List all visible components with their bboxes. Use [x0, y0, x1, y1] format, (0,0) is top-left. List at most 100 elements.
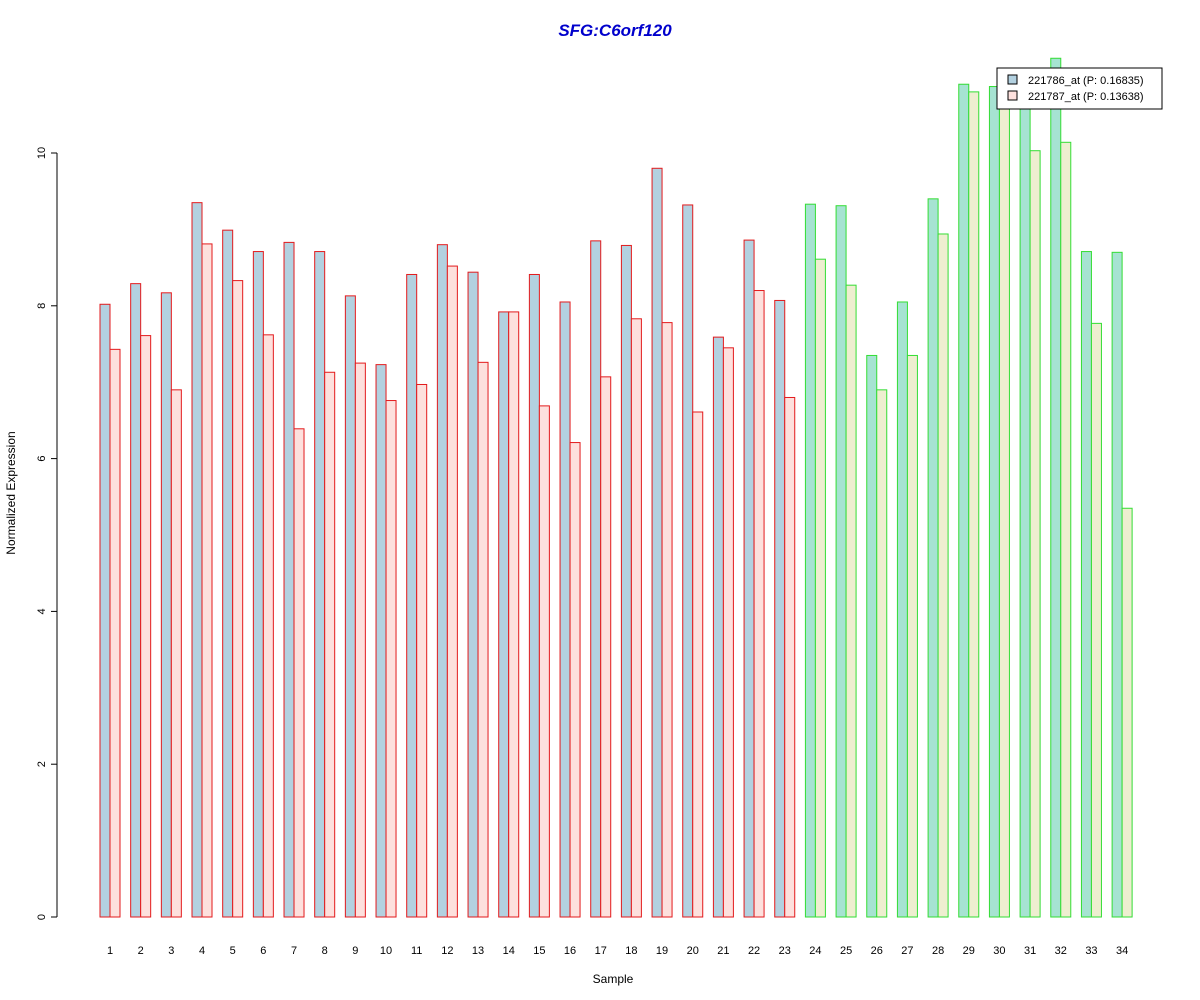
- bar-sample-6-series-2: [262, 334, 274, 918]
- x-tick-label-17: 17: [595, 945, 607, 957]
- x-tick-label-15: 15: [533, 945, 545, 957]
- bar-sample-13-series-1: [467, 271, 479, 918]
- x-tick-label-29: 29: [963, 945, 975, 957]
- legend-swatch-series-2: [1007, 90, 1018, 101]
- bar-sample-27-series-1: [896, 301, 908, 918]
- x-tick-label-25: 25: [840, 945, 852, 957]
- bar-sample-28-series-2: [937, 233, 949, 918]
- bar-sample-24-series-2: [814, 258, 826, 918]
- x-tick-label-18: 18: [625, 945, 637, 957]
- bar-sample-16-series-2: [569, 442, 581, 918]
- bar-sample-8-series-2: [324, 371, 336, 918]
- bar-sample-10-series-2: [385, 400, 397, 918]
- x-tick-label-28: 28: [932, 945, 944, 957]
- bar-sample-5-series-1: [222, 229, 234, 918]
- y-tick-label: 8: [36, 303, 48, 309]
- y-tick-label: 4: [36, 608, 48, 614]
- x-tick-label-27: 27: [901, 945, 913, 957]
- bar-sample-3-series-1: [160, 292, 172, 918]
- bar-sample-8-series-1: [314, 251, 326, 918]
- bar-sample-25-series-1: [835, 205, 847, 918]
- x-tick-label-1: 1: [107, 945, 113, 957]
- bar-sample-21-series-2: [722, 347, 734, 918]
- y-axis-label: Normalized Expression: [4, 431, 18, 554]
- bar-sample-23-series-2: [784, 396, 796, 918]
- x-tick-label-26: 26: [871, 945, 883, 957]
- bar-sample-2-series-2: [140, 335, 152, 918]
- x-tick-label-11: 11: [411, 945, 422, 957]
- bar-sample-20-series-2: [692, 411, 704, 918]
- bar-sample-26-series-1: [866, 354, 878, 918]
- bar-sample-34-series-1: [1111, 251, 1123, 918]
- bar-sample-31-series-2: [1029, 150, 1041, 918]
- x-tick-label-20: 20: [687, 945, 699, 957]
- bar-sample-30-series-2: [998, 91, 1010, 918]
- x-tick-label-3: 3: [168, 945, 174, 957]
- x-tick-label-7: 7: [291, 945, 297, 957]
- bar-sample-2-series-1: [130, 283, 142, 918]
- x-tick-label-16: 16: [564, 945, 576, 957]
- bar-sample-31-series-1: [1019, 101, 1031, 918]
- bar-sample-18-series-2: [630, 318, 642, 918]
- bar-sample-4-series-2: [201, 243, 213, 918]
- x-tick-label-22: 22: [748, 945, 760, 957]
- x-tick-label-21: 21: [717, 945, 729, 957]
- bar-sample-12-series-1: [436, 244, 448, 918]
- bar-sample-34-series-2: [1121, 507, 1133, 918]
- bar-sample-20-series-1: [682, 204, 694, 918]
- bar-sample-4-series-1: [191, 202, 203, 918]
- bar-sample-7-series-1: [283, 241, 295, 918]
- bar-sample-14-series-2: [508, 311, 520, 918]
- bar-sample-13-series-2: [477, 361, 489, 918]
- bar-sample-12-series-2: [446, 265, 458, 918]
- bar-sample-29-series-1: [958, 83, 970, 918]
- x-tick-label-4: 4: [199, 945, 205, 957]
- bar-sample-9-series-2: [354, 362, 366, 918]
- x-axis-label: Sample: [593, 972, 634, 986]
- x-tick-label-8: 8: [322, 945, 328, 957]
- x-tick-label-23: 23: [779, 945, 791, 957]
- bar-sample-9-series-1: [344, 295, 356, 918]
- bar-sample-15-series-2: [538, 405, 550, 918]
- bar-sample-27-series-2: [906, 354, 918, 918]
- bar-sample-29-series-2: [968, 91, 980, 918]
- y-axis: 0 2 4 6 8 10: [36, 147, 58, 920]
- x-tick-label-10: 10: [380, 945, 392, 957]
- bar-sample-6-series-1: [252, 251, 264, 918]
- x-tick-label-14: 14: [503, 945, 515, 957]
- y-tick-label: 0: [36, 914, 48, 920]
- legend-swatch-series-1: [1007, 74, 1018, 85]
- bar-sample-25-series-2: [845, 284, 857, 918]
- bar-sample-30-series-1: [988, 86, 1000, 918]
- bar-sample-15-series-1: [528, 273, 540, 918]
- bar-sample-23-series-1: [774, 299, 786, 918]
- bar-sample-19-series-2: [661, 322, 673, 918]
- bar-sample-32-series-1: [1050, 57, 1062, 918]
- bar-sample-14-series-1: [498, 311, 510, 918]
- legend-label-series-2: 221787_at (P: 0.13638): [1028, 91, 1144, 103]
- bar-sample-1-series-2: [109, 348, 121, 918]
- bar-sample-33-series-1: [1080, 251, 1092, 918]
- bar-sample-33-series-2: [1090, 322, 1102, 918]
- bar-sample-28-series-1: [927, 198, 939, 918]
- x-tick-label-9: 9: [352, 945, 358, 957]
- bar-sample-22-series-1: [743, 239, 755, 918]
- x-tick-label-30: 30: [993, 945, 1005, 957]
- legend: 221786_at (P: 0.16835) 221787_at (P: 0.1…: [996, 67, 1163, 110]
- y-tick-label: 2: [36, 761, 48, 767]
- x-tick-label-12: 12: [441, 945, 453, 957]
- bar-sample-3-series-2: [170, 389, 182, 918]
- x-tick-label-19: 19: [656, 945, 668, 957]
- x-tick-label-13: 13: [472, 945, 484, 957]
- x-tick-label-6: 6: [260, 945, 266, 957]
- y-tick-label: 6: [36, 456, 48, 462]
- bar-sample-5-series-2: [232, 280, 244, 918]
- bar-sample-1-series-1: [99, 303, 111, 918]
- bar-sample-22-series-2: [753, 290, 765, 918]
- bar-sample-11-series-1: [406, 273, 418, 918]
- x-tick-label-2: 2: [138, 945, 144, 957]
- legend-box: [996, 67, 1163, 110]
- x-tick-label-33: 33: [1085, 945, 1097, 957]
- bar-sample-7-series-2: [293, 428, 305, 918]
